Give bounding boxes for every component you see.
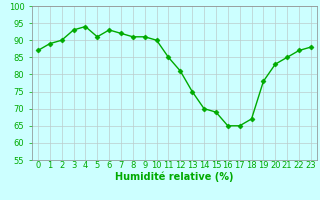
X-axis label: Humidité relative (%): Humidité relative (%): [115, 171, 234, 182]
